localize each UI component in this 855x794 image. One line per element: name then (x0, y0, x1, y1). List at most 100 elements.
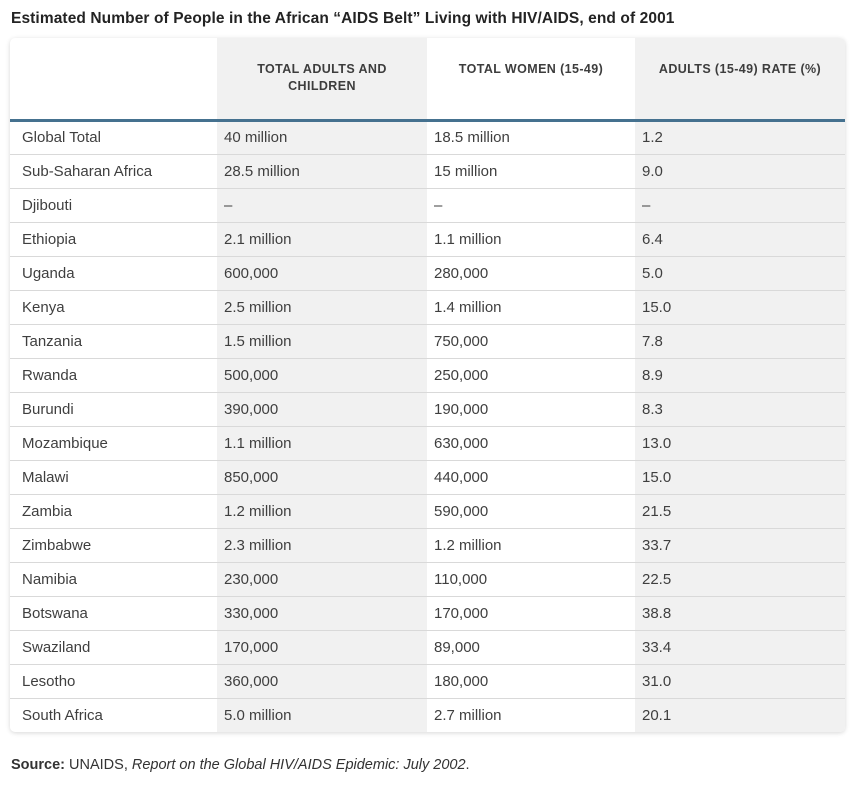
cell-value: 1.2 (635, 120, 845, 154)
page-title: Estimated Number of People in the Africa… (11, 10, 675, 27)
cell-value: 40 million (217, 120, 427, 154)
table-body: Global Total 40 million 18.5 million 1.2 Sub… (10, 120, 845, 732)
cell-value: 190,000 (434, 400, 489, 418)
cell-value: 5.0 (635, 256, 845, 290)
table-row: Tanzania 1.5 million 750,000 7.8 (10, 324, 845, 358)
cell-value: – (217, 188, 427, 222)
table-row: Rwanda 500,000 250,000 8.9 (10, 358, 845, 392)
cell-value: – (434, 196, 443, 214)
data-table: TOTAL ADULTS AND CHILDREN TOTAL WOMEN (1… (10, 38, 845, 732)
cell-value: 31.0 (635, 664, 845, 698)
row-label: Sub-Saharan Africa (22, 162, 153, 180)
cell-value: 170,000 (434, 604, 489, 622)
row-label: Malawi (22, 468, 69, 486)
cell-value: 360,000 (217, 664, 427, 698)
table-row: Zambia 1.2 million 590,000 21.5 (10, 494, 845, 528)
cell-value: 440,000 (434, 468, 489, 486)
table-row: Uganda 600,000 280,000 5.0 (10, 256, 845, 290)
cell-value: 2.1 million (217, 222, 427, 256)
cell-value: 20.1 (635, 698, 845, 732)
table-row: Global Total 40 million 18.5 million 1.2 (10, 120, 845, 154)
cell-value: 2.7 million (434, 706, 502, 724)
cell-value: 1.2 million (217, 494, 427, 528)
source-note: Source: UNAIDS, Report on the Global HIV… (11, 756, 845, 775)
cell-value: 2.3 million (217, 528, 427, 562)
cell-value: 13.0 (635, 426, 845, 460)
cell-value: 180,000 (434, 672, 489, 690)
table-row: Kenya 2.5 million 1.4 million 15.0 (10, 290, 845, 324)
column-header-total-adults-and-children: TOTAL ADULTS AND CHILDREN (217, 38, 427, 122)
table-row: Burundi 390,000 190,000 8.3 (10, 392, 845, 426)
row-label: Djibouti (22, 196, 73, 214)
row-label: Tanzania (22, 332, 83, 350)
table-row: Sub-Saharan Africa 28.5 million 15 million… (10, 154, 845, 188)
row-label: Zambia (22, 502, 73, 520)
cell-value: 8.3 (635, 392, 845, 426)
cell-value: 33.7 (635, 528, 845, 562)
table-row: Botswana 330,000 170,000 38.8 (10, 596, 845, 630)
table-row: Malawi 850,000 440,000 15.0 (10, 460, 845, 494)
cell-value: 600,000 (217, 256, 427, 290)
cell-value: 15.0 (635, 290, 845, 324)
cell-value: 8.9 (635, 358, 845, 392)
cell-value: 7.8 (635, 324, 845, 358)
column-header-region (10, 38, 217, 122)
cell-value: 170,000 (217, 630, 427, 664)
source-agency: UNAIDS, (65, 757, 132, 773)
row-label: Lesotho (22, 672, 76, 690)
cell-value: 850,000 (217, 460, 427, 494)
cell-value: 21.5 (635, 494, 845, 528)
cell-value: 89,000 (434, 638, 480, 656)
cell-value: 22.5 (635, 562, 845, 596)
row-label: Uganda (22, 264, 75, 282)
cell-value: 18.5 million (434, 129, 510, 146)
cell-value: 1.4 million (434, 298, 502, 316)
cell-value: 33.4 (635, 630, 845, 664)
row-label: Ethiopia (22, 230, 77, 248)
cell-value: 1.1 million (217, 426, 427, 460)
row-label: Namibia (22, 570, 78, 588)
row-label: Mozambique (22, 434, 108, 452)
cell-value: 500,000 (217, 358, 427, 392)
source-suffix: . (465, 757, 470, 773)
cell-value: 38.8 (635, 596, 845, 630)
cell-value: 280,000 (434, 264, 489, 282)
row-label: Botswana (22, 604, 88, 622)
table-row: Zimbabwe 2.3 million 1.2 million 33.7 (10, 528, 845, 562)
cell-value: 15 million (434, 162, 498, 180)
cell-value: 2.5 million (217, 290, 427, 324)
table-row: Ethiopia 2.1 million 1.1 million 6.4 (10, 222, 845, 256)
cell-value: 750,000 (434, 332, 489, 350)
row-label: Swaziland (22, 638, 91, 656)
cell-value: – (635, 188, 845, 222)
source-label: Source: (11, 757, 65, 773)
column-header-adults-rate: ADULTS (15-49) RATE (%) (635, 38, 845, 122)
cell-value: 6.4 (635, 222, 845, 256)
table-row: Mozambique 1.1 million 630,000 13.0 (10, 426, 845, 460)
row-label: Burundi (22, 400, 74, 418)
cell-value: 15.0 (635, 460, 845, 494)
cell-value: 250,000 (434, 366, 489, 384)
row-label: South Africa (22, 706, 103, 724)
source-citation: Report on the Global HIV/AIDS Epidemic: … (131, 757, 466, 773)
table-row: Swaziland 170,000 89,000 33.4 (10, 630, 845, 664)
data-table-card: TOTAL ADULTS AND CHILDREN TOTAL WOMEN (1… (10, 38, 845, 732)
row-label: Global Total (22, 129, 101, 146)
cell-value: 330,000 (217, 596, 427, 630)
column-header-total-women: TOTAL WOMEN (15-49) (427, 38, 635, 122)
table-row: Djibouti – – – (10, 188, 845, 222)
row-label: Kenya (22, 298, 65, 316)
table-row: Lesotho 360,000 180,000 31.0 (10, 664, 845, 698)
cell-value: 1.1 million (434, 230, 502, 248)
row-label: Zimbabwe (22, 536, 92, 554)
row-label: Rwanda (22, 366, 78, 384)
cell-value: 1.2 million (434, 536, 502, 554)
cell-value: 9.0 (635, 154, 845, 188)
cell-value: 590,000 (434, 502, 489, 520)
cell-value: 110,000 (434, 570, 488, 588)
cell-value: 5.0 million (217, 698, 427, 732)
header-row: TOTAL ADULTS AND CHILDREN TOTAL WOMEN (1… (10, 38, 845, 122)
cell-value: 230,000 (217, 562, 427, 596)
cell-value: 390,000 (217, 392, 427, 426)
